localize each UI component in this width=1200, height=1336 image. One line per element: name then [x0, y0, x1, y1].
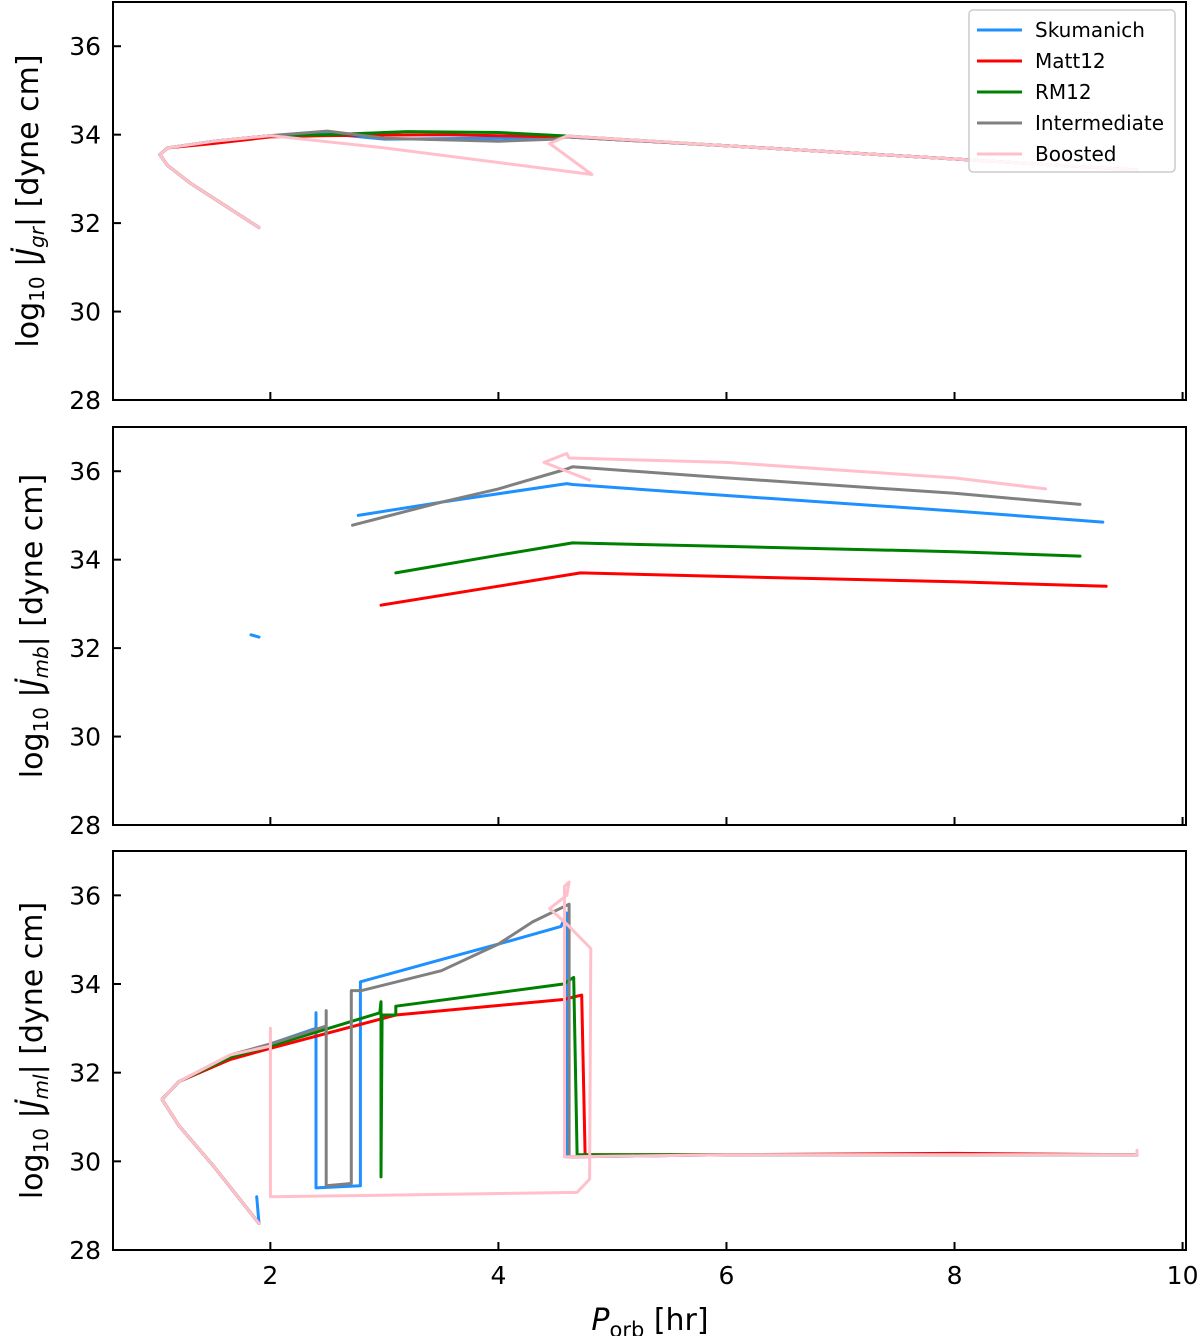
x-tick-label: 10 — [1167, 1261, 1199, 1290]
series-group — [158, 129, 1139, 229]
series-line-matt12 — [160, 993, 1139, 1225]
y-axis-label: log10 |J̇mb| [dyne cm] — [15, 474, 53, 778]
x-label-main: P — [591, 1303, 610, 1336]
x-tick-label: 2 — [262, 1261, 278, 1290]
x-label-sub: orb — [609, 1318, 644, 1336]
axes-frame — [112, 850, 1187, 1251]
series-line-boosted — [542, 452, 1048, 491]
y-label-part: |J̇ — [15, 1099, 50, 1128]
y-tick-label: 28 — [69, 1236, 101, 1265]
y-tick-label: 36 — [69, 32, 101, 61]
y-label-part: ml — [29, 1074, 53, 1099]
y-label-part: gr — [25, 225, 49, 248]
series-line-matt12 — [379, 571, 1108, 607]
legend-frame — [968, 9, 1176, 173]
y-label-part: | [dyne cm] — [15, 902, 50, 1075]
x-tick-label: 6 — [719, 1261, 735, 1290]
axes-frame — [112, 1, 1187, 401]
series-line-skumanich — [160, 911, 1139, 1225]
series-line-intermediate — [351, 465, 1082, 527]
y-tick-label: 30 — [69, 723, 101, 752]
panel-1: 28 30 32 34 36 log10 |J̇mb| [dyne cm] — [15, 426, 1187, 840]
y-label-part: | [dyne cm] — [15, 474, 50, 647]
legend-label-skumanich: Skumanich — [1035, 18, 1145, 42]
y-tick-label: 28 — [69, 811, 101, 840]
y-label-part: | [dyne cm] — [11, 54, 46, 227]
y-label-part: log — [15, 1153, 50, 1199]
legend-label-boosted: Boosted — [1035, 142, 1116, 166]
y-tick-label: 34 — [69, 546, 101, 575]
y-tick-label: 34 — [69, 121, 101, 150]
axes-frame — [112, 426, 1187, 826]
x-label-suffix: [hr] — [644, 1303, 708, 1336]
y-label-part: mb — [29, 646, 53, 678]
series-line-skumanich — [356, 482, 1105, 524]
y-label-part: 10 — [29, 707, 53, 732]
y-axis-label: log10 |J̇gr| [dyne cm] — [11, 54, 49, 347]
y-label-part: |J̇ — [11, 247, 46, 276]
panel-0: 28 30 32 34 36 log10 |J̇gr| [dyne cm] Skumanic… — [11, 1, 1187, 415]
y-label-part: 10 — [29, 1128, 53, 1153]
x-axis-label: Porb [hr] — [591, 1303, 708, 1336]
y-label-part: log — [11, 302, 46, 348]
y-label-part: |J̇ — [15, 678, 50, 707]
y-tick-label: 34 — [69, 970, 101, 999]
y-tick-label: 30 — [69, 1147, 101, 1176]
y-axis-label: log10 |J̇ml| [dyne cm] — [15, 902, 53, 1199]
legend-label-rm12: RM12 — [1035, 80, 1092, 104]
legend-label-matt12: Matt12 — [1035, 49, 1106, 73]
y-tick-label: 32 — [69, 1059, 101, 1088]
series-line-rm12 — [160, 975, 1139, 1225]
y-tick-label: 30 — [69, 298, 101, 327]
y-tick-label: 28 — [69, 386, 101, 415]
series-group — [249, 452, 1108, 639]
x-tick-label: 4 — [490, 1261, 506, 1290]
y-tick-label: 36 — [69, 881, 101, 910]
series-line-boosted — [160, 880, 1139, 1225]
series-line-intermediate — [160, 902, 1139, 1225]
series-line-skumanich-segment — [249, 633, 261, 639]
series-line-boosted — [158, 134, 1139, 229]
legend-label-intermediate: Intermediate — [1035, 111, 1164, 135]
x-tick-label: 8 — [947, 1261, 963, 1290]
y-label-part: log — [15, 732, 50, 778]
y-label-part: 10 — [25, 276, 49, 301]
y-tick-label: 32 — [69, 634, 101, 663]
legend: Skumanich Matt12 RM12 Intermediate Boosted — [968, 9, 1176, 173]
y-tick-label: 32 — [69, 209, 101, 238]
y-tick-label: 36 — [69, 457, 101, 486]
series-line-skumanich-segment — [255, 1195, 261, 1225]
series-line-rm12 — [394, 541, 1082, 575]
series-group — [160, 880, 1139, 1225]
